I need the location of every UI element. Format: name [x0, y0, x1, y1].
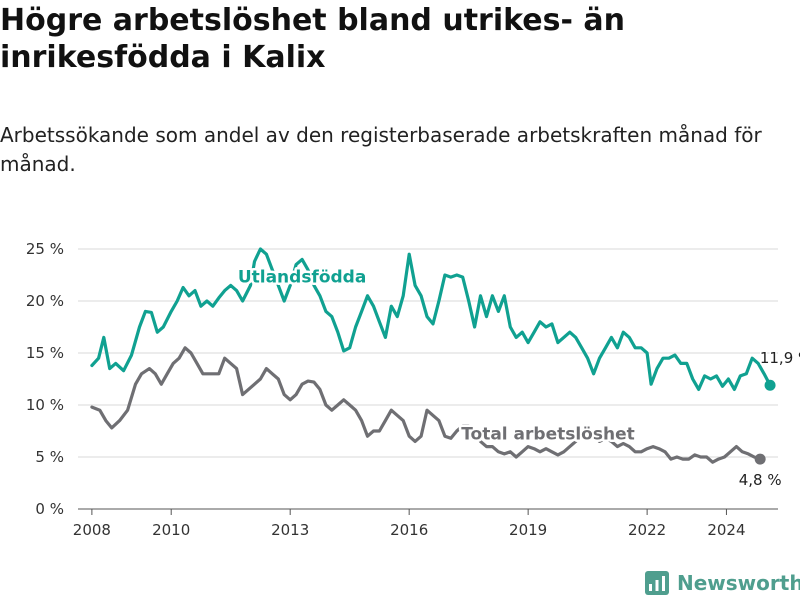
- x-tick-label: 2024: [707, 521, 745, 539]
- series-line-utlandsfodda: [90, 247, 772, 391]
- x-tick-label: 2013: [271, 521, 309, 539]
- brand-name: Newsworthy: [677, 571, 800, 595]
- y-tick-label: 10 %: [26, 396, 64, 414]
- gridlines: [78, 248, 778, 510]
- x-tick-label: 2010: [152, 521, 190, 539]
- series-label-total: Total arbetslöshet: [461, 424, 635, 444]
- x-axis: 2008 2010 2013 2016 2019 2022 2024: [73, 509, 746, 539]
- x-tick-label: 2016: [390, 521, 428, 539]
- series-end-value-label: 11,9 %: [760, 349, 800, 367]
- y-axis: 0 % 5 % 10 % 15 % 20 % 25 %: [26, 240, 64, 518]
- series-lines: [90, 247, 776, 465]
- chart-title: Högre arbetslöshet bland utrikes- än inr…: [0, 3, 625, 75]
- series-labels: 11,9 % 4,8 % Utlandsfödda Total arbetslöshe…: [235, 265, 800, 491]
- newsworthy-logo[interactable]: Newsworthy: [645, 569, 800, 597]
- y-tick-label: 25 %: [26, 240, 64, 258]
- series-end-point: [754, 453, 766, 465]
- series-label-utlandsfodda: Utlandsfödda: [238, 267, 367, 287]
- y-tick-label: 15 %: [26, 344, 64, 362]
- series-end-value-label: 4,8 %: [739, 471, 782, 489]
- x-tick-label: 2008: [73, 521, 111, 539]
- series-end-point: [764, 379, 776, 391]
- x-tick-label: 2022: [628, 521, 666, 539]
- series-line-total: [90, 346, 762, 464]
- y-tick-label: 5 %: [35, 448, 64, 466]
- y-tick-label: 0 %: [35, 500, 64, 518]
- chart-subtitle: Arbetssökande som andel av den registerb…: [0, 123, 762, 176]
- y-tick-label: 20 %: [26, 292, 64, 310]
- x-tick-label: 2019: [509, 521, 547, 539]
- bar-chart-logo-icon: [645, 571, 669, 595]
